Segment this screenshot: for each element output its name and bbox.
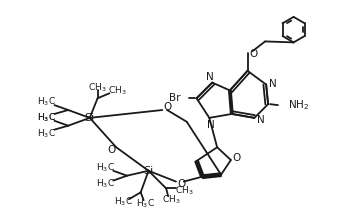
Text: H$_3$C: H$_3$C: [114, 196, 133, 208]
Text: CH$_3$: CH$_3$: [108, 84, 126, 97]
Text: N: N: [257, 115, 265, 125]
Text: O: O: [178, 178, 186, 188]
Polygon shape: [229, 90, 233, 114]
Text: N: N: [269, 79, 277, 89]
Text: CH$_3$: CH$_3$: [88, 81, 107, 94]
Text: Si: Si: [85, 113, 95, 123]
Text: H$_3$C: H$_3$C: [37, 96, 56, 108]
Polygon shape: [202, 173, 221, 178]
Text: Br: Br: [169, 93, 181, 103]
Text: N: N: [208, 120, 215, 130]
Text: O: O: [163, 102, 171, 112]
Text: H$_3$C: H$_3$C: [37, 112, 56, 124]
Text: O: O: [107, 145, 116, 155]
Text: O: O: [233, 153, 241, 163]
Text: O: O: [249, 49, 258, 59]
Polygon shape: [195, 160, 204, 177]
Text: H$_3$C: H$_3$C: [96, 177, 115, 190]
Text: H$_3$C: H$_3$C: [136, 198, 155, 210]
Text: H$_3$C: H$_3$C: [37, 127, 56, 140]
Text: CH$_3$: CH$_3$: [175, 184, 193, 197]
Text: H$_3$C: H$_3$C: [37, 112, 56, 124]
Text: Si: Si: [144, 166, 154, 176]
Text: NH$_2$: NH$_2$: [288, 98, 309, 112]
Text: N: N: [206, 72, 214, 82]
Text: CH$_3$: CH$_3$: [162, 194, 180, 206]
Text: H$_3$C: H$_3$C: [96, 162, 115, 174]
